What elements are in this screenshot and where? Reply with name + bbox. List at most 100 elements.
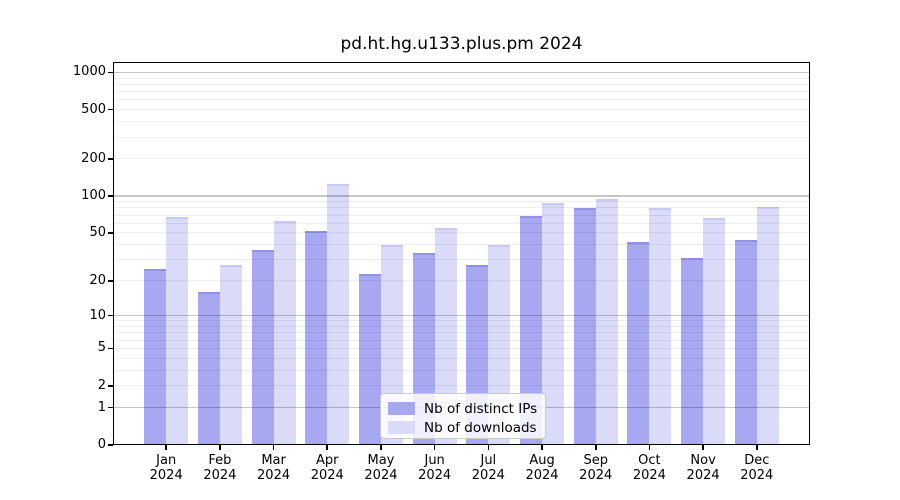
x-tick-label-nov: Nov 2024 xyxy=(663,453,743,483)
legend-item-distinct-ips: Nb of distinct IPs xyxy=(388,399,545,418)
y-gridline-minor-30 xyxy=(113,259,810,261)
bar-nb-of-downloads-apr xyxy=(327,184,350,445)
y-gridline-major-1000 xyxy=(113,71,810,74)
x-tick-mar xyxy=(272,445,275,450)
bar-nb-of-downloads-dec xyxy=(756,207,779,445)
x-tick-label-month: Mar xyxy=(261,453,286,468)
x-tick-label-oct: Oct 2024 xyxy=(609,453,689,483)
y-tick-100 xyxy=(108,195,113,197)
y-tick-label-0: 0 xyxy=(97,437,106,452)
x-tick-label-month: Jan xyxy=(156,453,177,468)
x-tick-feb xyxy=(219,445,221,450)
y-gridline-minor-400 xyxy=(113,121,810,123)
bar-nb-of-downloads-jun xyxy=(434,227,457,445)
y-gridline-major-10 xyxy=(113,314,810,317)
x-tick-label-year: 2024 xyxy=(471,468,505,483)
y-tick-label-200: 200 xyxy=(81,150,106,166)
x-tick-label-month: Jun xyxy=(424,453,445,468)
x-tick-label-month: Jul xyxy=(480,453,497,468)
y-gridline-minor-200 xyxy=(113,158,810,160)
x-tick-label-month: Aug xyxy=(529,453,555,468)
x-tick-sep xyxy=(594,445,597,450)
bar-nb-of-distinct-ips-may xyxy=(358,273,381,445)
legend-item-downloads: Nb of downloads xyxy=(388,418,545,437)
x-tick-label-month: Sep xyxy=(583,453,608,468)
y-gridline-minor-80 xyxy=(113,207,810,209)
y-tick-0 xyxy=(108,444,113,446)
y-gridline-minor-90 xyxy=(113,201,810,203)
y-tick-label-50: 50 xyxy=(89,224,106,240)
y-tick-5 xyxy=(108,347,113,350)
y-tick-label-100: 100 xyxy=(81,188,106,204)
x-tick-nov xyxy=(702,445,704,450)
x-tick-label-apr: Apr 2024 xyxy=(287,453,367,483)
legend-label-downloads: Nb of downloads xyxy=(424,419,537,436)
legend-label-distinct-ips: Nb of distinct IPs xyxy=(424,400,538,417)
bar-nb-of-distinct-ips-dec xyxy=(734,239,757,445)
x-tick-label-mar: Mar 2024 xyxy=(234,453,314,483)
x-tick-jul xyxy=(487,445,490,450)
x-tick-jan xyxy=(165,445,167,450)
y-gridline-minor-2 xyxy=(113,385,810,387)
y-gridline-minor-900 xyxy=(113,77,810,79)
x-tick-apr xyxy=(326,445,329,450)
y-gridline-minor-4 xyxy=(113,357,810,359)
x-tick-oct xyxy=(648,445,651,450)
x-tick-label-jun: Jun 2024 xyxy=(395,453,475,483)
x-tick-label-year: 2024 xyxy=(257,468,291,483)
x-tick-label-may: May 2024 xyxy=(341,453,421,483)
y-tick-label-500: 500 xyxy=(81,101,106,117)
bar-nb-of-downloads-jan xyxy=(166,217,189,445)
y-gridline-minor-500 xyxy=(113,109,810,111)
legend-swatch-distinct-ips xyxy=(388,402,415,415)
bar-nb-of-downloads-mar xyxy=(273,220,296,445)
y-tick-1 xyxy=(108,406,113,409)
x-tick-label-month: Feb xyxy=(208,453,232,468)
x-tick-label-year: 2024 xyxy=(418,468,452,483)
x-tick-label-year: 2024 xyxy=(579,468,613,483)
chart-title: pd.ht.hg.u133.plus.pm 2024 xyxy=(340,34,583,54)
y-tick-label-1000: 1000 xyxy=(72,64,106,80)
x-tick-jun xyxy=(433,445,436,450)
x-tick-label-dec: Dec 2024 xyxy=(717,453,797,483)
bar-nb-of-downloads-sep xyxy=(595,198,618,445)
y-tick-2 xyxy=(108,384,113,387)
y-tick-label-10: 10 xyxy=(89,307,106,323)
x-tick-label-year: 2024 xyxy=(686,468,720,483)
x-tick-label-sep: Sep 2024 xyxy=(556,453,636,483)
y-tick-10 xyxy=(108,314,113,317)
bar-nb-of-distinct-ips-mar xyxy=(251,250,274,445)
y-gridline-minor-7 xyxy=(113,332,810,334)
y-gridline-minor-50 xyxy=(113,232,810,234)
bar-nb-of-distinct-ips-sep xyxy=(573,207,596,445)
y-gridline-major-100 xyxy=(113,195,810,197)
y-gridline-minor-300 xyxy=(113,136,810,138)
x-tick-label-month: Oct xyxy=(638,453,661,468)
y-tick-label-20: 20 xyxy=(89,272,106,288)
x-tick-may xyxy=(380,445,382,450)
x-tick-label-year: 2024 xyxy=(740,468,774,483)
x-tick-label-year: 2024 xyxy=(364,468,398,483)
bar-nb-of-distinct-ips-oct xyxy=(627,242,650,445)
y-gridline-minor-8 xyxy=(113,325,810,327)
x-tick-label-jul: Jul 2024 xyxy=(448,453,528,483)
y-gridline-minor-60 xyxy=(113,222,810,224)
y-gridline-minor-5 xyxy=(113,347,810,349)
y-gridline-minor-70 xyxy=(113,214,810,216)
y-tick-500 xyxy=(108,108,113,111)
x-tick-label-year: 2024 xyxy=(632,468,666,483)
x-tick-label-year: 2024 xyxy=(149,468,183,483)
bar-nb-of-distinct-ips-apr xyxy=(305,230,328,445)
legend-swatch-downloads xyxy=(388,421,415,434)
x-tick-aug xyxy=(541,445,543,450)
x-tick-label-year: 2024 xyxy=(203,468,237,483)
y-gridline-minor-700 xyxy=(113,91,810,93)
y-gridline-minor-800 xyxy=(113,83,810,85)
y-tick-1000 xyxy=(108,71,113,74)
y-gridline-minor-20 xyxy=(113,280,810,282)
bar-nb-of-distinct-ips-feb xyxy=(197,292,220,445)
bar-nb-of-distinct-ips-jan xyxy=(144,269,167,445)
legend: Nb of distinct IPs Nb of downloads xyxy=(380,393,546,439)
y-tick-label-2: 2 xyxy=(97,377,106,393)
x-tick-label-month: Apr xyxy=(316,453,339,468)
